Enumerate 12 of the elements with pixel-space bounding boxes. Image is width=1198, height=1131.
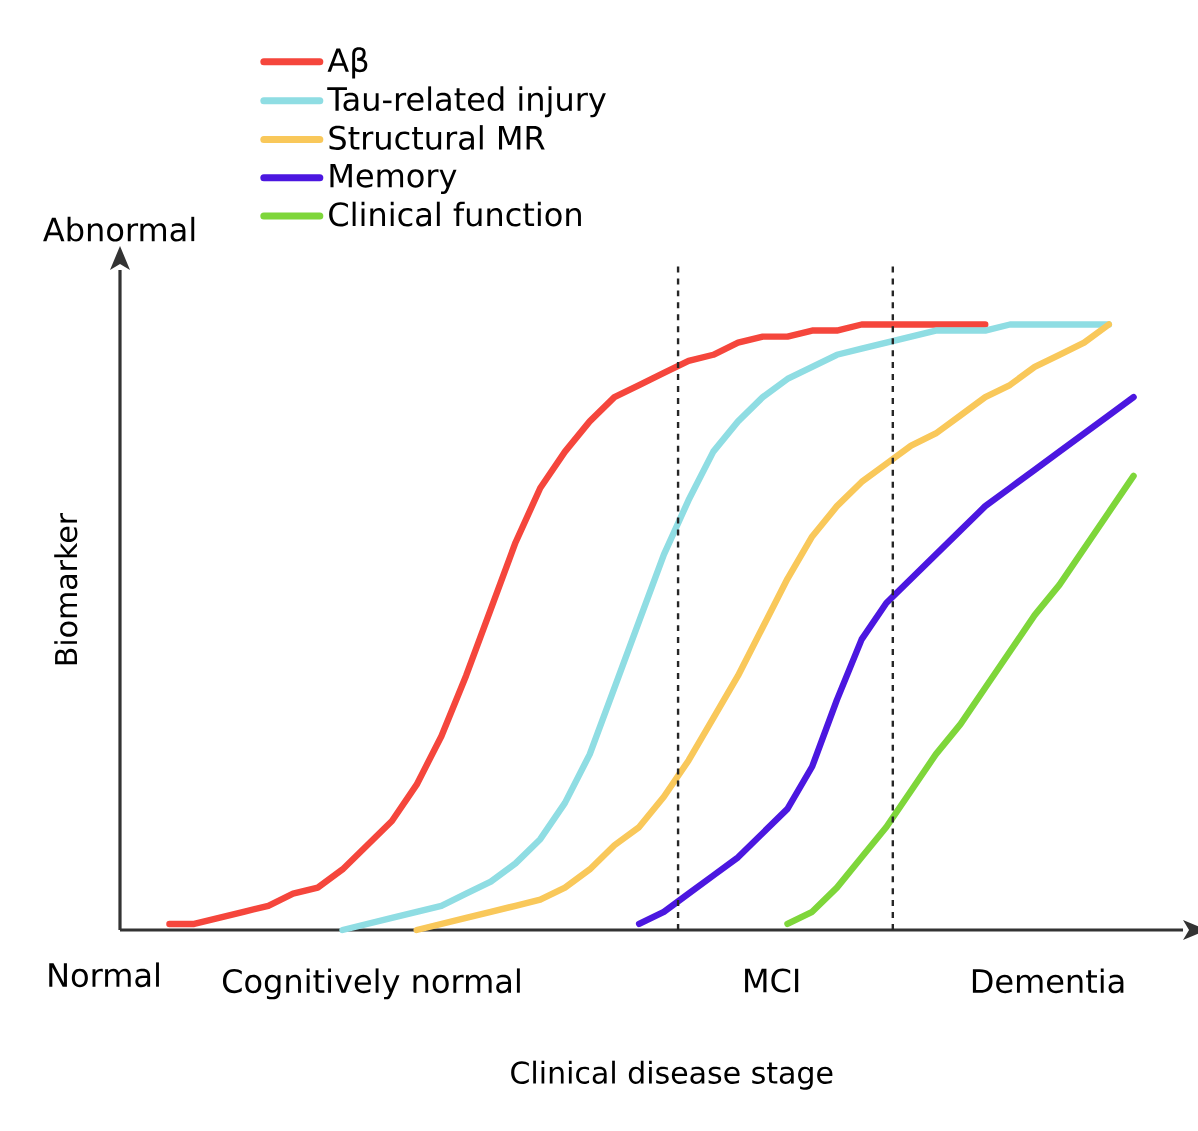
legend-label: Structural MR	[329, 125, 545, 150]
text: Cognitively normal	[222, 968, 520, 1000]
legend-label: Tau-related injury	[327, 86, 606, 118]
legend-label: Clinical function	[329, 201, 581, 227]
text: Dementia	[972, 968, 1124, 994]
text: Normal	[49, 962, 159, 988]
legend-label: Aβ	[327, 47, 368, 79]
x-axis-title: Clinical disease stage	[511, 1060, 833, 1090]
text: Abnormal	[43, 216, 195, 242]
legend-label: Memory	[330, 163, 457, 194]
text: MCI	[745, 968, 799, 993]
y-axis-title: Biomarker	[54, 512, 78, 665]
